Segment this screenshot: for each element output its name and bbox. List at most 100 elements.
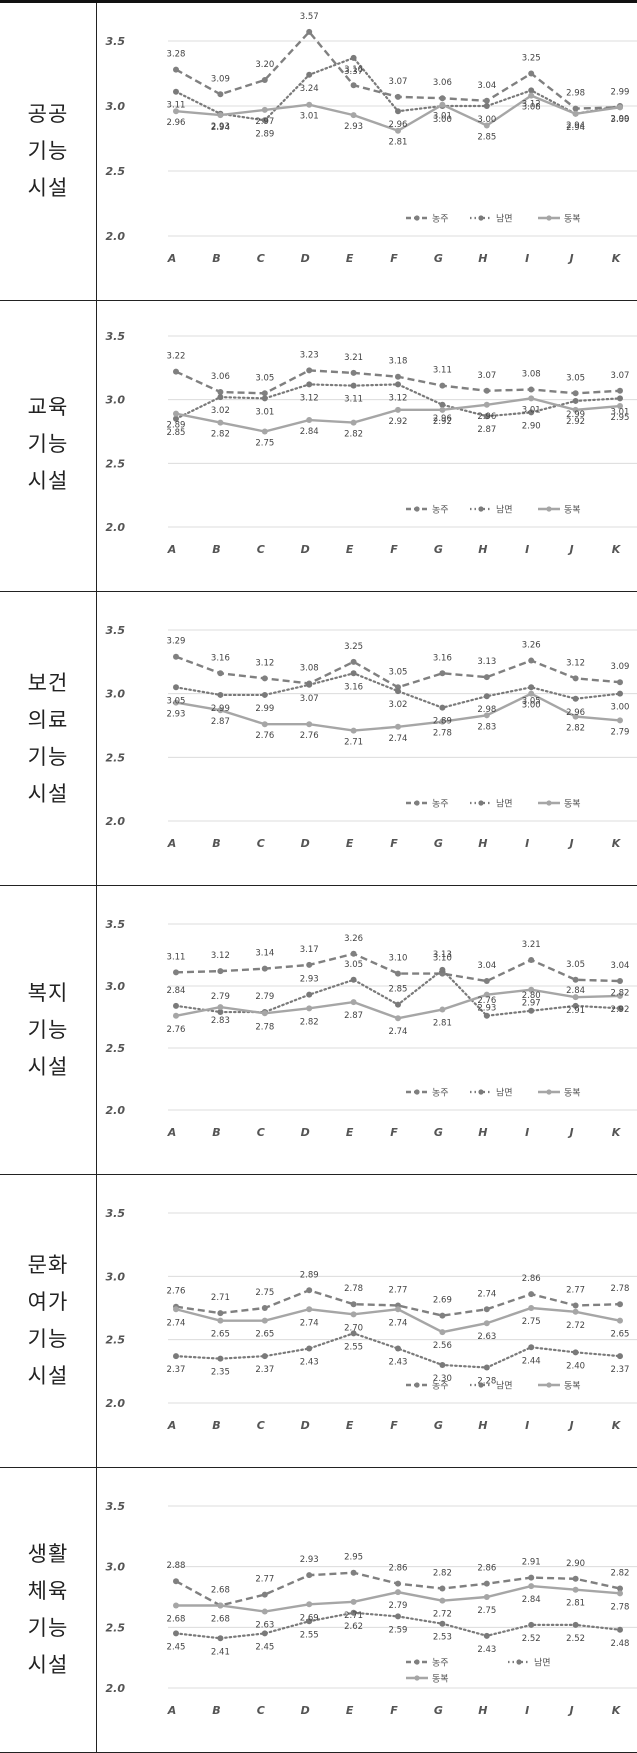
data-point (395, 1015, 401, 1022)
data-point (528, 92, 535, 99)
data-label: 2.99 (611, 87, 630, 97)
data-point (217, 389, 224, 396)
data-label: 2.71 (344, 1611, 363, 1621)
data-point (439, 1620, 446, 1627)
row-label-line: 시설 (27, 781, 69, 806)
y-tick-label: 2.0 (106, 230, 126, 243)
x-tick-label: A (167, 252, 177, 265)
data-label: 3.29 (167, 637, 186, 647)
data-point (617, 992, 623, 999)
data-point (261, 1010, 268, 1017)
data-label: 2.98 (477, 705, 496, 715)
data-point (306, 71, 313, 78)
y-tick-label: 3.0 (106, 394, 126, 407)
data-point (572, 1002, 579, 1009)
y-tick-label: 3.0 (106, 1270, 126, 1283)
data-label: 2.77 (255, 1575, 274, 1585)
x-tick-label: B (212, 1704, 220, 1717)
data-label: 2.78 (344, 1284, 363, 1294)
y-tick-label: 3.5 (106, 1500, 126, 1513)
data-point (173, 1002, 179, 1009)
data-label: 2.87 (211, 717, 230, 727)
x-tick-label: F (390, 543, 398, 556)
data-point (528, 684, 535, 691)
data-point (617, 387, 623, 394)
data-label: 2.92 (389, 417, 408, 427)
series-line (174, 1332, 622, 1369)
data-label: 2.89 (433, 717, 452, 727)
data-label: 2.74 (389, 1027, 408, 1037)
data-point (483, 991, 490, 998)
data-label: 2.76 (167, 1025, 186, 1035)
data-point (439, 382, 446, 389)
x-tick-label: H (478, 1419, 487, 1432)
x-tick-label: A (167, 543, 177, 556)
x-tick-label: J (568, 1419, 574, 1432)
x-tick-label: D (301, 543, 310, 556)
data-point (173, 1630, 179, 1637)
data-label: 2.96 (389, 120, 408, 130)
y-tick-label: 2.5 (106, 165, 126, 178)
row-label-line: 시설 (27, 469, 69, 493)
data-label: 2.37 (611, 1365, 630, 1375)
data-label: 2.86 (389, 1564, 408, 1574)
data-label: 3.21 (344, 353, 363, 363)
data-point (483, 1012, 490, 1019)
legend-marker (546, 1089, 552, 1095)
data-label: 3.02 (389, 700, 408, 710)
y-tick-label: 3.5 (106, 624, 126, 637)
data-label: 2.70 (344, 1323, 363, 1333)
data-point (617, 1301, 623, 1308)
data-label: 2.74 (477, 1289, 496, 1299)
data-label: 2.41 (211, 1647, 230, 1657)
data-label: 2.30 (433, 1374, 452, 1384)
data-label: 3.25 (522, 54, 541, 64)
data-label: 2.96 (167, 118, 186, 128)
data-point (395, 1580, 401, 1587)
data-point (261, 390, 268, 397)
data-label: 2.81 (566, 1599, 585, 1609)
data-label: 2.80 (522, 991, 541, 1001)
x-tick-label: J (568, 1126, 574, 1139)
data-label: 2.76 (167, 1287, 186, 1297)
data-label: 2.94 (566, 123, 585, 133)
row-label-line: 교육 (27, 395, 69, 419)
data-label: 2.68 (211, 1614, 230, 1624)
data-label: 2.76 (477, 996, 496, 1006)
data-label: 3.05 (344, 960, 363, 970)
legend-marker (546, 506, 552, 512)
data-point (617, 1585, 623, 1592)
row-label-line: 시설 (27, 1653, 69, 1677)
data-point (217, 691, 224, 698)
data-label: 2.89 (300, 1270, 319, 1280)
data-point (173, 653, 179, 660)
data-point (617, 395, 623, 402)
data-point (439, 704, 446, 711)
data-point (173, 415, 179, 422)
data-point (528, 70, 535, 77)
data-point (528, 1007, 535, 1014)
chart-row-6: 생활 체육 기능 시설 3.5 3.0 2.5 2.0 A B C D E F G H I J K 2.88 2.68 2… (0, 1468, 637, 1753)
data-label: 3.07 (389, 77, 408, 87)
data-point (350, 1311, 357, 1318)
data-point (261, 77, 268, 83)
data-label: 2.87 (344, 1011, 363, 1021)
data-point (350, 82, 357, 89)
data-label: 3.12 (522, 99, 541, 109)
data-label: 3.11 (167, 952, 186, 962)
data-point (617, 717, 623, 724)
data-point (173, 368, 179, 375)
y-tick-label: 3.0 (106, 688, 126, 701)
data-label: 2.89 (255, 129, 274, 139)
data-label: 3.13 (477, 657, 496, 667)
data-label: 2.95 (611, 413, 630, 423)
data-point (261, 1608, 268, 1615)
data-point (217, 968, 224, 975)
x-tick-label: K (612, 543, 622, 556)
data-label: 3.05 (566, 373, 585, 383)
row-label-line: 기능 (27, 139, 69, 163)
data-point (306, 28, 313, 35)
data-label: 2.92 (566, 417, 585, 427)
x-tick-label: G (434, 1419, 443, 1432)
data-label: 2.56 (433, 1341, 452, 1351)
